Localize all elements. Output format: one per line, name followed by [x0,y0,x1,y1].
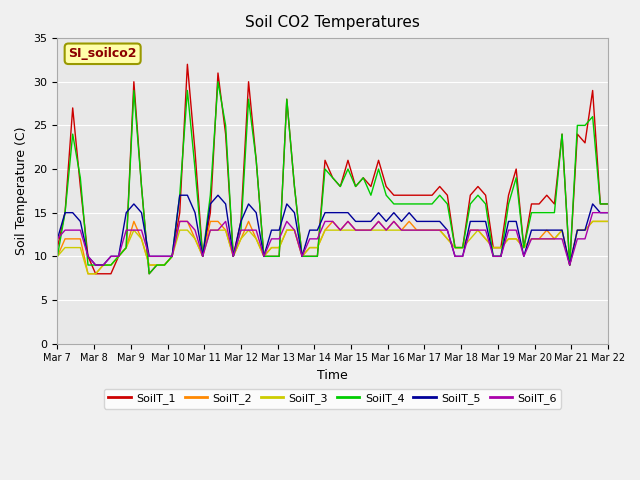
SoilT_1 [191,149,199,155]
Line: SoilT_1: SoilT_1 [58,64,608,274]
SoilT_4 [54,253,61,259]
SoilT_3 [520,245,527,251]
SoilT_4 [543,210,550,216]
SoilT_3 [184,227,191,233]
SoilT_2 [130,218,138,224]
SoilT_5 [543,227,550,233]
SoilT_3 [54,253,61,259]
SoilT_2 [604,218,612,224]
SoilT_4 [145,271,153,276]
SoilT_3 [84,271,92,276]
SoilT_4 [184,88,191,94]
Line: SoilT_5: SoilT_5 [58,195,608,265]
SoilT_2 [252,236,260,242]
SoilT_1 [92,271,99,276]
SoilT_3 [337,227,344,233]
SoilT_2 [344,218,352,224]
Line: SoilT_3: SoilT_3 [58,221,608,274]
SoilT_1 [527,201,535,207]
SoilT_6 [54,236,61,242]
SoilT_3 [244,227,252,233]
SoilT_4 [252,157,260,163]
SoilT_2 [527,236,535,242]
SoilT_5 [54,236,61,242]
SoilT_2 [543,227,550,233]
SoilT_2 [54,253,61,259]
Line: SoilT_4: SoilT_4 [58,82,608,274]
SoilT_6 [558,236,566,242]
SoilT_6 [184,218,191,224]
SoilT_4 [214,79,222,84]
SoilT_6 [604,210,612,216]
SoilT_6 [589,210,596,216]
X-axis label: Time: Time [317,369,348,382]
Title: Soil CO2 Temperatures: Soil CO2 Temperatures [245,15,420,30]
SoilT_5 [176,192,184,198]
SoilT_2 [191,236,199,242]
SoilT_6 [337,227,344,233]
SoilT_2 [566,262,573,268]
Line: SoilT_2: SoilT_2 [58,221,608,274]
SoilT_1 [543,192,550,198]
SoilT_5 [92,262,99,268]
SoilT_4 [566,262,573,268]
SoilT_1 [54,245,61,251]
SoilT_3 [558,227,566,233]
SoilT_5 [566,262,573,268]
SoilT_4 [527,210,535,216]
SoilT_3 [535,236,543,242]
SoilT_1 [604,201,612,207]
SoilT_3 [604,218,612,224]
Line: SoilT_6: SoilT_6 [58,213,608,265]
Y-axis label: Soil Temperature (C): Soil Temperature (C) [15,127,28,255]
SoilT_1 [252,157,260,163]
SoilT_5 [604,210,612,216]
SoilT_3 [589,218,596,224]
SoilT_5 [527,227,535,233]
SoilT_4 [344,166,352,172]
SoilT_5 [252,210,260,216]
SoilT_1 [184,61,191,67]
SoilT_1 [344,157,352,163]
SoilT_6 [535,236,543,242]
Legend: SoilT_1, SoilT_2, SoilT_3, SoilT_4, SoilT_5, SoilT_6: SoilT_1, SoilT_2, SoilT_3, SoilT_4, Soil… [104,389,561,408]
SoilT_5 [191,210,199,216]
SoilT_2 [84,271,92,276]
SoilT_4 [604,201,612,207]
SoilT_6 [92,262,99,268]
Text: SI_soilco2: SI_soilco2 [68,47,137,60]
SoilT_5 [344,210,352,216]
SoilT_1 [566,262,573,268]
SoilT_6 [244,227,252,233]
SoilT_6 [520,253,527,259]
